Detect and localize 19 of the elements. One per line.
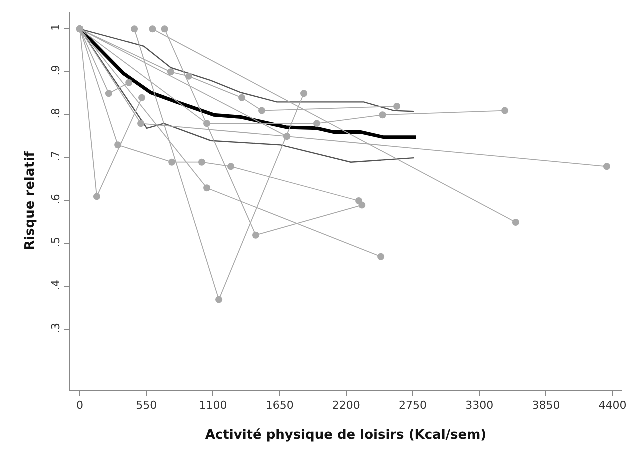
y-tick-label: .7 [50,151,63,162]
y-axis-title: Risque relatif [23,151,38,250]
y-tick-label: .4 [50,280,63,291]
x-tick-label: 1100 [199,399,228,412]
x-tick-label: 3850 [532,399,560,412]
x-tick-label: 0 [76,399,84,412]
y-tick-label: .8 [50,108,63,119]
x-tick-label: 2750 [399,399,428,412]
y-tick-label: .5 [50,237,63,248]
y-tick-label: .9 [50,65,63,76]
x-axis-title: Activité physique de loisirs (Kcal/sem) [205,428,487,443]
x-tick-label: 3300 [466,399,494,412]
x-tick-label: 2200 [332,399,360,412]
x-tick-label: 550 [136,399,158,412]
y-tick-label: .6 [50,194,63,205]
y-tick-label: 1 [50,24,63,32]
x-tick-label: 4400 [598,399,627,412]
y-tick-label: .3 [50,322,63,334]
x-tick-label: 1650 [266,399,294,412]
